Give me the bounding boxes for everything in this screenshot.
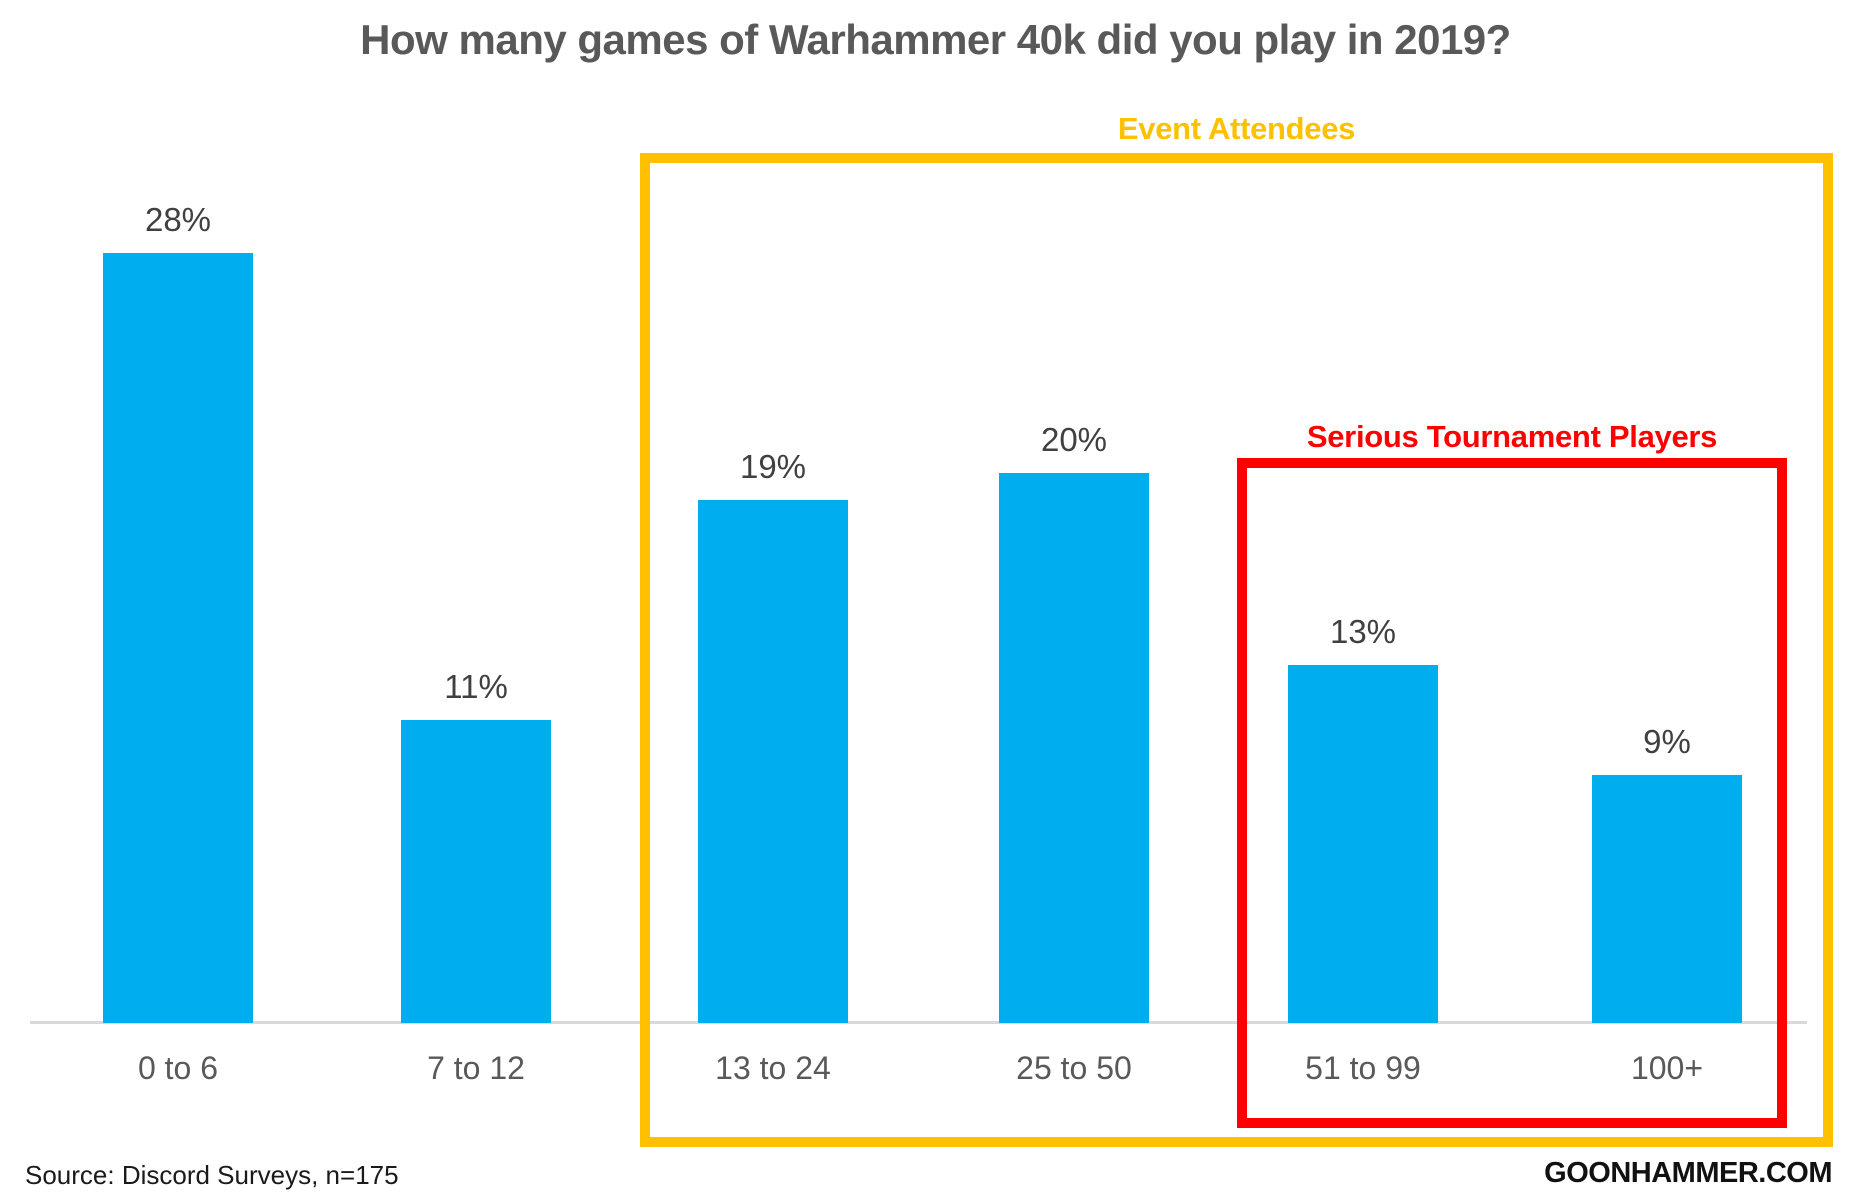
- bar-7-to-12: [401, 720, 551, 1023]
- brand-watermark: GOONHAMMER.COM: [1544, 1157, 1832, 1189]
- category-label: 7 to 12: [427, 1050, 525, 1086]
- event-attendees-label: Event Attendees: [1117, 111, 1356, 146]
- x-axis-line: [30, 1021, 1807, 1024]
- event-attendees-box: [640, 153, 1833, 1147]
- category-label: 0 to 6: [137, 1050, 219, 1086]
- bar-0-to-6: [103, 253, 253, 1023]
- category-label: 100+: [1630, 1050, 1704, 1086]
- value-label: 20%: [1040, 421, 1108, 458]
- value-label: 28%: [144, 201, 212, 238]
- value-label: 9%: [1643, 723, 1691, 760]
- category-label: 51 to 99: [1305, 1050, 1421, 1086]
- serious-tournament-players-label: Serious Tournament Players: [1306, 419, 1718, 454]
- category-label: 25 to 50: [1016, 1050, 1132, 1086]
- bar-13-to-24: [698, 500, 848, 1023]
- category-label: 13 to 24: [715, 1050, 831, 1086]
- value-label: 11%: [444, 668, 508, 705]
- serious-tournament-players-box: [1237, 458, 1787, 1128]
- bar-25-to-50: [999, 473, 1149, 1023]
- bar-51-to-99: [1288, 665, 1438, 1023]
- value-label: 19%: [739, 448, 807, 485]
- source-note: Source: Discord Surveys, n=175: [25, 1160, 399, 1190]
- chart-title: How many games of Warhammer 40k did you …: [360, 16, 1511, 63]
- bar-100+: [1592, 775, 1742, 1023]
- value-label: 13%: [1329, 613, 1397, 650]
